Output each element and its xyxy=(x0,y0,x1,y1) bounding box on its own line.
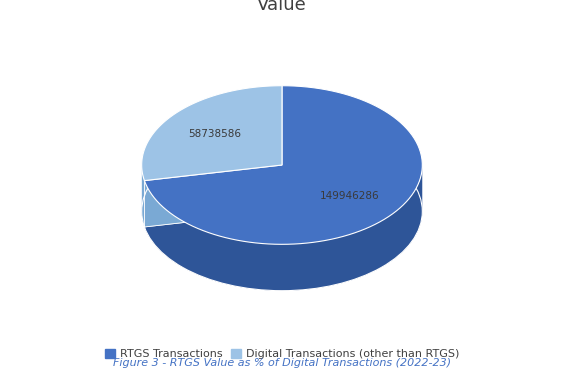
Polygon shape xyxy=(142,86,282,180)
Polygon shape xyxy=(144,165,282,227)
Text: 149946286: 149946286 xyxy=(319,191,379,201)
Polygon shape xyxy=(144,86,422,244)
Ellipse shape xyxy=(142,132,422,291)
Polygon shape xyxy=(144,163,422,291)
Legend: RTGS Transactions, Digital Transactions (other than RTGS): RTGS Transactions, Digital Transactions … xyxy=(100,345,464,364)
Text: Figure 3 - RTGS Value as % of Digital Transactions (2022-23): Figure 3 - RTGS Value as % of Digital Tr… xyxy=(113,358,451,368)
Polygon shape xyxy=(144,165,282,227)
Polygon shape xyxy=(142,161,144,227)
Title: Value: Value xyxy=(257,0,307,14)
Text: 58738586: 58738586 xyxy=(188,129,241,139)
